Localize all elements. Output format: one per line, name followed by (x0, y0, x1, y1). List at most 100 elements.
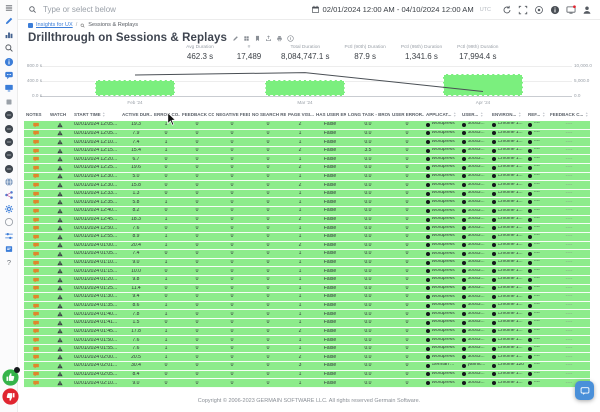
note-icon[interactable] (24, 354, 48, 360)
note-icon[interactable] (24, 294, 48, 300)
table-row[interactable]: 02/01/2024 01:41... 1.5 0 0 0 0 1 False 0.0 0 Word… (24, 319, 590, 328)
note-icon[interactable] (24, 363, 48, 369)
chart-bar-Feb '24[interactable] (95, 79, 175, 96)
app-badge-5-icon[interactable] (4, 164, 14, 174)
note-icon[interactable] (24, 346, 48, 352)
note-icon[interactable] (24, 268, 48, 274)
column-header-page-visi[interactable]: PAGE VISI... (286, 112, 314, 118)
table-row[interactable]: 02/01/2024 12:35... 5.8 1 0 0 0 1 False 0.0 0 Word… (24, 198, 590, 208)
column-header-notes[interactable]: NOTES (26, 112, 42, 117)
table-row[interactable]: 02/01/2024 01:05... 7.4 0 0 0 0 1 False 0.0 0 Word… (24, 250, 590, 259)
note-icon[interactable] (24, 260, 48, 266)
table-row[interactable]: 02/01/2024 12:25... 19.6 0 0 0 0 2 False 0.0 0 Wor… (24, 164, 590, 173)
table-row[interactable]: 02/01/2024 12:40... 8.2 0 0 0 0 1 False 0.0 0 Word… (24, 207, 590, 216)
sort-icon[interactable] (102, 111, 106, 118)
info-small-icon[interactable] (287, 34, 294, 42)
table-row[interactable]: 02/01/2024 01:35... 8.6 1 0 0 0 1 False 0.0 0 Word… (24, 301, 590, 311)
note-icon[interactable] (24, 371, 48, 377)
chat-launcher-button[interactable] (575, 381, 594, 400)
help-icon[interactable]: ? (4, 257, 14, 267)
column-header-environ[interactable]: ENVIRON... (490, 111, 526, 118)
sort-icon[interactable] (480, 111, 484, 118)
column-header-no-search-re[interactable]: NO SEARCH RE... (250, 112, 286, 118)
analytics-icon[interactable] (4, 30, 14, 40)
sort-icon[interactable] (542, 111, 546, 118)
sort-icon[interactable] (518, 111, 522, 118)
thumbs-down-button[interactable] (2, 388, 19, 405)
thumbs-up-button[interactable] (2, 367, 20, 386)
table-row[interactable]: 02/01/2024 02:05... 8.4 0 0 0 0 1 False 0.0 0 Word… (24, 370, 590, 380)
search-input[interactable] (41, 4, 265, 15)
note-icon[interactable] (24, 217, 48, 223)
table-row[interactable]: 02/01/2024 01:40... 7.8 1 0 0 0 1 False 0.0 0 Word… (24, 310, 590, 320)
table-row[interactable]: 02/01/2024 12:30... 15.8 0 0 0 0 2 False 0.0 0 Wor… (24, 181, 590, 190)
note-icon[interactable] (24, 148, 48, 154)
settings-gear-icon[interactable] (4, 204, 14, 214)
share-icon[interactable] (4, 190, 14, 200)
menu-icon[interactable] (4, 3, 14, 13)
column-header-feedback-com[interactable]: FEEDBACK COM... (180, 112, 214, 118)
column-header-applicat[interactable]: APPLICAT... (424, 111, 460, 118)
note-icon[interactable] (24, 130, 48, 136)
column-header-user[interactable]: USER... (460, 111, 490, 118)
chart-bar-Mar '24[interactable] (265, 79, 345, 96)
status-ring-icon[interactable] (4, 217, 14, 227)
date-range-picker[interactable]: 02/01/2024 12:00 AM - 04/10/2024 12:00 A… (311, 5, 494, 14)
board-icon[interactable] (4, 244, 14, 254)
info-circle-icon[interactable] (550, 5, 560, 15)
table-row[interactable]: 02/01/2024 01:50... 7.6 1 0 0 0 1 False 0.0 0 Word… (24, 336, 590, 345)
fullscreen-icon[interactable] (518, 5, 528, 15)
filters-sliders-icon[interactable] (4, 231, 14, 241)
app-badge-3-icon[interactable] (4, 137, 14, 147)
table-row[interactable]: 02/01/2024 12:33... 1.3 0 0 0 0 1 False 0.0 0 Word… (24, 189, 590, 199)
info-icon[interactable] (4, 57, 14, 67)
note-icon[interactable] (24, 182, 48, 188)
table-row[interactable]: 02/01/2024 01:55... 7.6 1 0 0 0 1 False 0.0 0 Word… (24, 344, 590, 354)
table-row[interactable]: 02/01/2024 01:20... 9.8 1 0 0 0 1 False 0.0 0 Word… (24, 275, 590, 285)
note-icon[interactable] (24, 173, 48, 179)
chat-icon[interactable] (4, 70, 14, 80)
table-row[interactable]: 02/01/2024 02:10... 9.0 0 0 0 0 1 False 0.0 0 Word… (24, 379, 590, 388)
bookmark-icon[interactable] (254, 35, 261, 42)
app-badge-4-icon[interactable] (4, 150, 14, 160)
record-icon[interactable] (534, 5, 544, 15)
note-icon[interactable] (24, 242, 48, 248)
table-row[interactable]: 02/01/2024 01:00... 20.4 1 0 0 0 2 False 0.0 0 Wor… (24, 241, 590, 251)
timezone-label[interactable]: UTC (479, 6, 491, 13)
chart-bar-Apr '24[interactable] (443, 73, 523, 96)
column-header-long-task-brows[interactable]: LONG TASK - BROWS... (346, 112, 390, 118)
breadcrumb-link[interactable]: Insights for UX (36, 22, 73, 28)
app-badge-1-icon[interactable] (4, 110, 14, 120)
table-row[interactable]: 02/01/2024 12:15... 15.4 1 0 0 0 2 False 3.5 0 Wor… (24, 146, 590, 156)
column-header-user-error[interactable]: USER ERROR... (390, 112, 424, 118)
search-icon[interactable] (4, 43, 14, 53)
table-row[interactable]: 02/01/2024 12:05... 7.9 0 0 0 0 1 False 0.0 0 Word… (24, 129, 590, 139)
table-row[interactable]: 02/01/2024 12:45... 18.3 1 0 0 0 2 False 0.0 0 Wor… (24, 215, 590, 225)
table-row[interactable]: 02/01/2024 01:15... 10.0 0 0 0 0 1 False 0.0 0 Wor… (24, 267, 590, 276)
widget-icon[interactable] (4, 97, 14, 107)
note-icon[interactable] (24, 156, 48, 162)
note-icon[interactable] (24, 165, 48, 171)
table-row[interactable]: 02/01/2024 12:55... 8.9 1 0 0 0 1 False 0.0 0 Word… (24, 232, 590, 242)
note-icon[interactable] (24, 303, 48, 309)
column-header-active-dur[interactable]: ACTIVE DUR... (120, 112, 152, 118)
sort-icon[interactable] (585, 111, 589, 118)
note-icon[interactable] (24, 122, 48, 128)
column-header-error-co[interactable]: ERROR CO... (152, 112, 180, 118)
globe-icon[interactable] (4, 177, 14, 187)
note-icon[interactable] (24, 285, 48, 291)
note-icon[interactable] (24, 277, 48, 283)
note-icon[interactable] (24, 328, 48, 334)
table-row[interactable]: 02/01/2024 02:00... 20.5 1 0 0 0 2 False 0.0 0 Wor… (24, 353, 590, 363)
note-icon[interactable] (24, 380, 48, 386)
table-row[interactable]: 02/01/2024 01:45... 17.8 1 0 0 0 2 False 0.0 0 Wor… (24, 327, 590, 337)
note-icon[interactable] (24, 191, 48, 197)
note-icon[interactable] (24, 208, 48, 214)
table-row[interactable]: 02/01/2024 12:20... 6.7 0 0 0 0 1 False 0.0 0 Word… (24, 155, 590, 165)
sort-icon[interactable] (453, 111, 457, 118)
grid-icon[interactable] (243, 35, 250, 42)
column-header-has-user-err[interactable]: HAS USER ERR... (314, 112, 346, 118)
column-header-feedback-c[interactable]: FEEDBACK C... (548, 111, 590, 118)
column-header-negative-feed[interactable]: NEGATIVE FEED... (214, 112, 250, 118)
note-icon[interactable] (24, 139, 48, 145)
